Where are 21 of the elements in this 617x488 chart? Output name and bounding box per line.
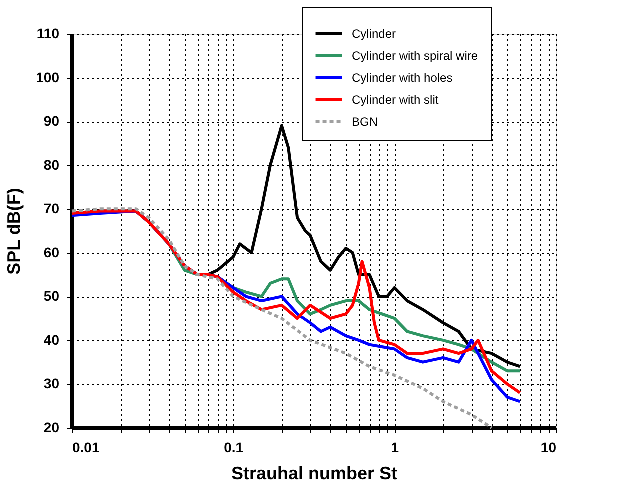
x-tick-label: 10 [540,440,557,456]
y-tick-label: 20 [44,420,60,436]
x-tick-label: 0.01 [72,440,100,456]
y-axis-title: SPL dB(F) [4,188,24,275]
y-tick-label: 50 [44,288,60,304]
legend-label: BGN [352,115,378,129]
y-tick-label: 40 [44,332,60,348]
x-axis-title: Strauhal number St [231,464,398,484]
y-tick-label: 70 [44,200,60,217]
x-tick-label: 1 [391,440,400,456]
y-tick-label: 100 [36,69,60,86]
legend-label: Cylinder with spiral wire [352,49,478,63]
legend-label: Cylinder with holes [352,71,453,85]
legend-label: Cylinder with slit [352,93,440,107]
y-tick-label: 110 [36,26,60,42]
y-tick-label: 60 [44,244,60,260]
y-tick-label: 30 [44,376,60,392]
y-tick-label: 90 [44,113,60,130]
legend-label: Cylinder [352,27,396,41]
y-tick-label: 80 [44,156,60,173]
x-tick-label: 0.1 [224,440,244,456]
